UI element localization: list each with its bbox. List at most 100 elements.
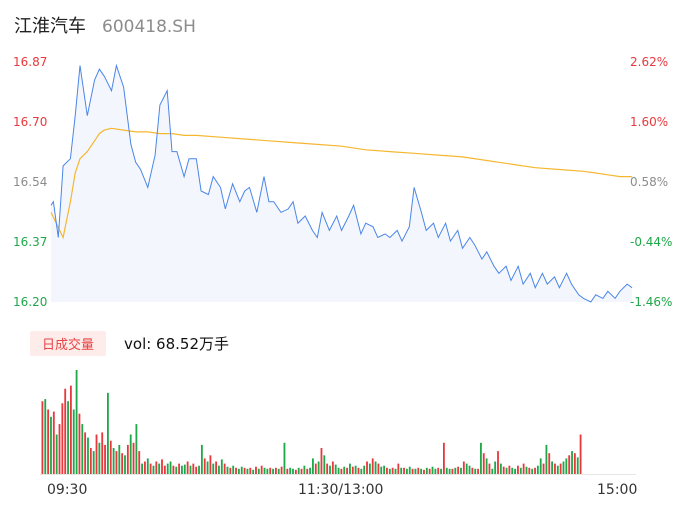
volume-bar [442, 442, 445, 474]
volume-bar [368, 463, 371, 474]
volume-bar [87, 437, 89, 474]
volume-bar [517, 465, 519, 474]
volume-bar [437, 467, 440, 474]
volume-bar [129, 434, 132, 474]
y-tick-left-2: 16.70 [13, 115, 48, 129]
volume-bar [405, 468, 408, 474]
volume-bar [181, 465, 183, 474]
volume-bar [414, 468, 417, 474]
volume-bar [229, 467, 232, 474]
volume-bar [67, 401, 69, 474]
volume-bar [169, 461, 172, 474]
volume-bar [554, 463, 556, 474]
volume-bar [98, 442, 101, 474]
volume-bar [198, 465, 200, 474]
volume-bar [573, 453, 576, 474]
volume-bar [44, 399, 47, 474]
y-tick-right-bottom: -1.46% [630, 295, 673, 309]
volume-bar [320, 448, 323, 474]
volume-bar [548, 453, 551, 474]
volume-bar [485, 458, 488, 474]
volume-bar [161, 459, 163, 474]
volume-bar [349, 463, 351, 474]
volume-bar [269, 467, 272, 474]
x-tick-midday: 11:30/13:00 [298, 482, 384, 498]
volume-bar [192, 463, 195, 474]
volume-bar [226, 466, 229, 474]
volume-bar [545, 444, 548, 474]
volume-bar [277, 468, 280, 474]
volume-bar [534, 467, 536, 474]
volume-bar [488, 463, 491, 474]
volume-bar [203, 458, 206, 474]
volume-bar [511, 467, 514, 474]
volume-bar [480, 442, 482, 474]
volume-bar [462, 461, 465, 474]
volume-bar [471, 467, 474, 474]
volume-bar [289, 467, 292, 474]
price-line [50, 63, 633, 303]
volume-bar [292, 468, 294, 474]
volume-period-badge[interactable]: 日成交量 [30, 331, 107, 356]
volume-bar [249, 467, 252, 474]
volume-bar [149, 463, 152, 474]
volume-bar [266, 468, 269, 474]
volume-bar [155, 461, 158, 474]
volume-bar [491, 468, 494, 474]
volume-bar [309, 467, 311, 474]
volume-bar [101, 432, 104, 474]
volume-bar [178, 463, 181, 474]
volume-bar [107, 392, 109, 474]
volume-bar [505, 467, 508, 474]
volume-bar [514, 468, 516, 474]
volume-bar [255, 466, 257, 474]
volume-bar [337, 467, 340, 474]
volume-bar [539, 458, 542, 474]
volume-bar [303, 465, 306, 474]
volume-bar [465, 463, 468, 474]
volume-bar [58, 424, 61, 474]
volume-bar [497, 451, 499, 474]
volume-bar [451, 468, 454, 474]
volume-bar [186, 461, 189, 474]
volume-bar [121, 453, 124, 474]
volume-bar [428, 468, 431, 474]
price-area-fill [51, 65, 632, 302]
volume-bar [95, 434, 98, 474]
volume-bar [115, 451, 118, 474]
volume-bar [326, 463, 329, 474]
y-tick-left-mid: 16.54 [13, 175, 48, 189]
volume-bar [391, 467, 394, 474]
volume-bar [531, 468, 534, 474]
volume-bar [329, 465, 331, 474]
volume-bar [460, 467, 462, 474]
volume-bar [576, 457, 579, 474]
volume-bar [209, 455, 212, 474]
volume-bar [232, 465, 235, 474]
volume-bar [374, 461, 377, 474]
volume-bar [195, 466, 198, 474]
volume-bar [52, 411, 55, 474]
volume-bar [448, 468, 451, 474]
y-tick-right-mid: 0.58% [630, 175, 669, 189]
volume-bar [283, 442, 286, 474]
volume-bar [499, 463, 502, 474]
volume-bar [317, 461, 320, 474]
volume-bar [474, 468, 477, 474]
volume-bar [141, 463, 143, 474]
volume-bar [423, 469, 425, 474]
volume-bar [357, 467, 360, 474]
volume-bar [477, 468, 479, 474]
volume-bar [84, 432, 87, 474]
volume-bar [411, 468, 414, 474]
volume-bar [542, 463, 545, 474]
volume-bar [132, 442, 135, 474]
volume-bar [252, 469, 255, 474]
volume-bar [152, 465, 155, 474]
volume-bar [78, 413, 81, 474]
volume-bar [468, 465, 471, 474]
y-tick-left-top: 16.87 [13, 55, 48, 69]
volume-bar [360, 468, 363, 474]
x-tick-open: 09:30 [47, 482, 88, 498]
volume-bar [388, 468, 391, 474]
